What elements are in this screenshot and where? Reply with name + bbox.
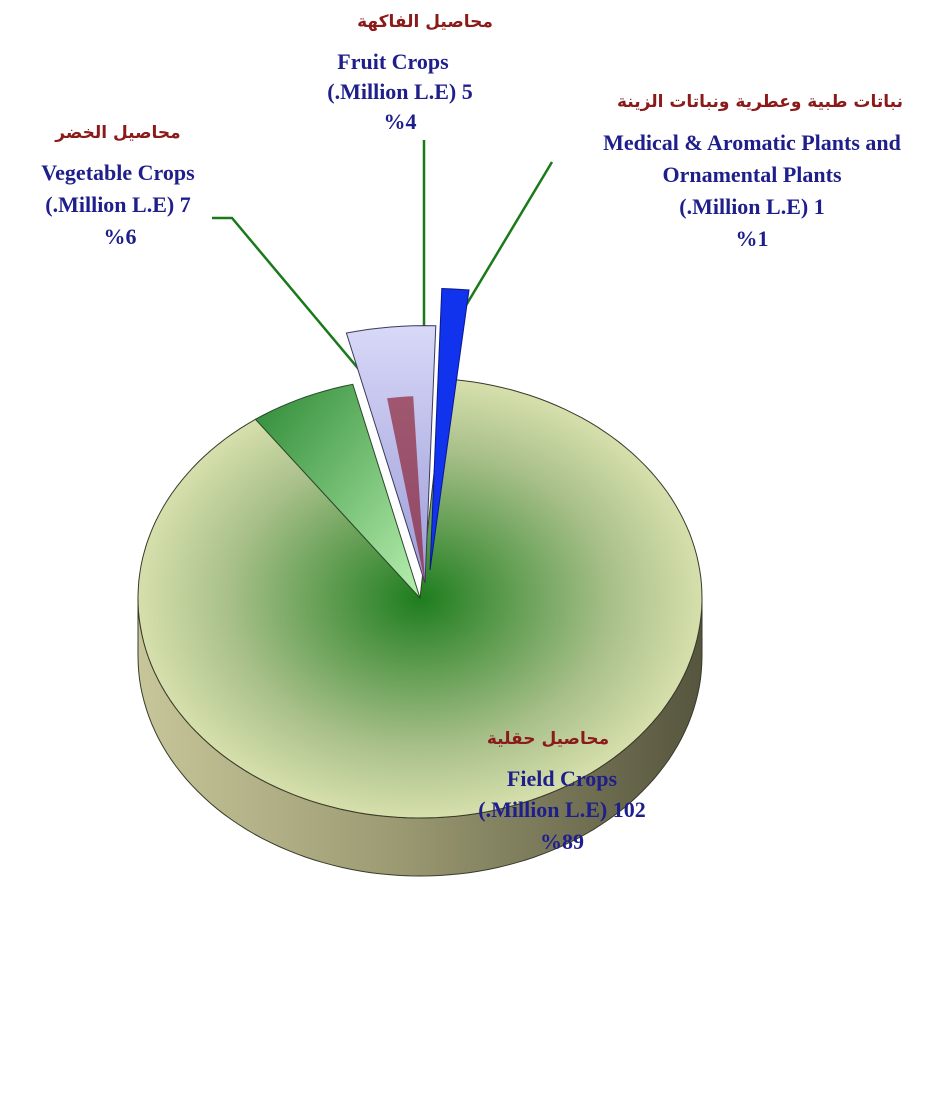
- leader-vegetable: [212, 216, 373, 386]
- slice-vegetable-crops: [254, 383, 421, 599]
- label-field-en: Field Crops: [507, 766, 618, 791]
- label-fruit-crops: محاصيل الفاكهة Fruit Crops (.Million L.E…: [327, 12, 493, 134]
- label-fruit-ar: محاصيل الفاكهة: [357, 12, 493, 32]
- label-medical-percent: %1: [736, 226, 769, 251]
- leader-medical: [454, 161, 554, 323]
- label-vegetable-amount: (.Million L.E) 7: [45, 192, 190, 217]
- label-field-crops: محاصيل حقلية Field Crops (.Million L.E) …: [478, 729, 645, 854]
- label-field-percent: %89: [540, 829, 584, 854]
- label-fruit-en: Fruit Crops: [337, 49, 449, 74]
- label-field-amount: (.Million L.E) 102: [478, 797, 645, 822]
- slice-medical-aromatic-plants: [429, 287, 470, 571]
- label-medical-amount: (.Million L.E) 1: [679, 194, 824, 219]
- label-medical-plants: نباتات طبية وعطرية ونباتات الزينة Medica…: [603, 92, 903, 251]
- slice-fruit-crops-shade: [387, 396, 425, 583]
- label-medical-ar: نباتات طبية وعطرية ونباتات الزينة: [617, 92, 903, 112]
- label-field-ar: محاصيل حقلية: [487, 729, 609, 749]
- label-fruit-amount: (.Million L.E) 5: [327, 79, 472, 104]
- label-medical-en-line2: Ornamental Plants: [662, 162, 841, 187]
- label-vegetable-crops: محاصيل الخضر Vegetable Crops (.Million L…: [41, 123, 195, 249]
- label-medical-en-line1: Medical & Aromatic Plants and: [603, 130, 901, 155]
- label-fruit-percent: %4: [384, 109, 417, 134]
- label-vegetable-percent: %6: [104, 224, 137, 249]
- label-vegetable-ar: محاصيل الخضر: [54, 123, 180, 143]
- label-vegetable-en: Vegetable Crops: [41, 160, 195, 185]
- slice-field-crops: [137, 378, 703, 819]
